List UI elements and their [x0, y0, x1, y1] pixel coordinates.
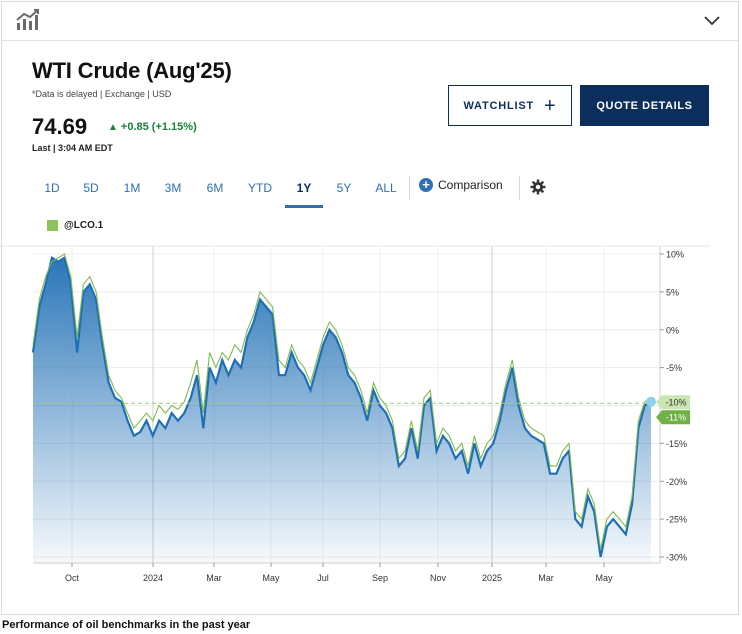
instrument-title: WTI Crude (Augʹ25)	[32, 58, 232, 83]
last-price: 74.69	[32, 114, 88, 139]
chart-legend: @LCO.1	[47, 220, 103, 231]
gear-icon[interactable]	[530, 179, 546, 200]
y-tick-label: 10%	[666, 250, 684, 260]
range-6m[interactable]: 6M	[206, 181, 224, 195]
y-tick-label: -15%	[666, 439, 687, 449]
comparison-label: Comparison	[438, 178, 503, 192]
bar-chart-trend-icon[interactable]	[15, 9, 41, 36]
comparison-button[interactable]: + Comparison	[419, 178, 503, 192]
watchlist-label: WATCHLIST	[463, 99, 535, 112]
x-tick-label: Sep	[372, 573, 388, 583]
y-tick-label: 5%	[666, 287, 679, 297]
y-tick-label: -5%	[666, 363, 682, 373]
x-tick-label: Jul	[317, 573, 329, 583]
x-tick-label: Oct	[65, 573, 80, 583]
x-tick-label: Nov	[430, 573, 447, 583]
y-tick-label: 0%	[666, 325, 679, 335]
add-circle-icon: +	[419, 178, 433, 192]
y-tick-label: -30%	[666, 553, 687, 563]
end-labels: -10% -11%	[646, 395, 690, 425]
legend-label-lco: @LCO.1	[64, 220, 104, 231]
price-change-value: +0.85 (+1.15%)	[120, 121, 197, 133]
end-label-lco: -10%	[656, 395, 690, 410]
quote-details-label: QUOTE DETAILS	[596, 99, 693, 112]
toolbar-divider	[519, 176, 520, 200]
end-label-lco-text: -10%	[665, 398, 686, 408]
chart-caption: Performance of oil benchmarks in the pas…	[2, 619, 251, 631]
wti-line	[31, 256, 652, 558]
performance-chart: 10% 5% 0% -5% -10% -15% -20% -25% -30% Oct 2024 Ma…	[0, 245, 710, 583]
range-3m[interactable]: 3M	[164, 181, 182, 195]
toolbar-divider	[409, 176, 410, 200]
range-1m[interactable]: 1M	[123, 181, 141, 195]
watchlist-button[interactable]: WATCHLIST +	[448, 85, 572, 126]
last-updated: Last | 3:04 AM EDT	[32, 143, 113, 153]
x-tick-label: 2025	[482, 573, 502, 583]
range-5d[interactable]: 5D	[83, 181, 99, 195]
range-1d[interactable]: 1D	[44, 181, 60, 195]
x-tick-label: May	[262, 573, 280, 583]
card-header	[2, 2, 738, 41]
range-5y[interactable]: 5Y	[336, 181, 352, 195]
end-point-marker	[646, 396, 656, 407]
up-arrow-icon: ▲	[108, 122, 118, 133]
chevron-down-icon[interactable]	[703, 13, 721, 31]
legend-swatch-lco	[47, 220, 58, 231]
range-ytd[interactable]: YTD	[248, 181, 272, 195]
end-label-wti-bg	[656, 410, 690, 425]
range-all[interactable]: ALL	[375, 181, 397, 195]
x-axis: Oct 2024 Mar May Jul Sep Nov 2025 Mar May	[65, 563, 613, 583]
range-1y[interactable]: 1Y	[285, 177, 323, 208]
end-label-wti: -11%	[656, 410, 690, 425]
lco-line	[32, 253, 652, 550]
plus-icon: +	[544, 94, 557, 117]
price-change: ▲ +0.85 (+1.15%)	[108, 121, 197, 133]
y-tick-label: -20%	[666, 477, 687, 487]
wti-area	[33, 257, 651, 563]
data-delay-note: *Data is delayed | Exchange | USD	[32, 89, 172, 99]
x-tick-label: May	[595, 573, 613, 583]
end-label-wti-text: -11%	[666, 413, 686, 423]
x-tick-label: 2024	[143, 573, 163, 583]
end-label-lco-bg	[656, 395, 690, 410]
y-tick-label: -25%	[666, 515, 687, 525]
x-tick-label: Mar	[538, 573, 554, 583]
quote-details-button[interactable]: QUOTE DETAILS	[580, 85, 709, 126]
x-tick-label: Mar	[206, 573, 222, 583]
